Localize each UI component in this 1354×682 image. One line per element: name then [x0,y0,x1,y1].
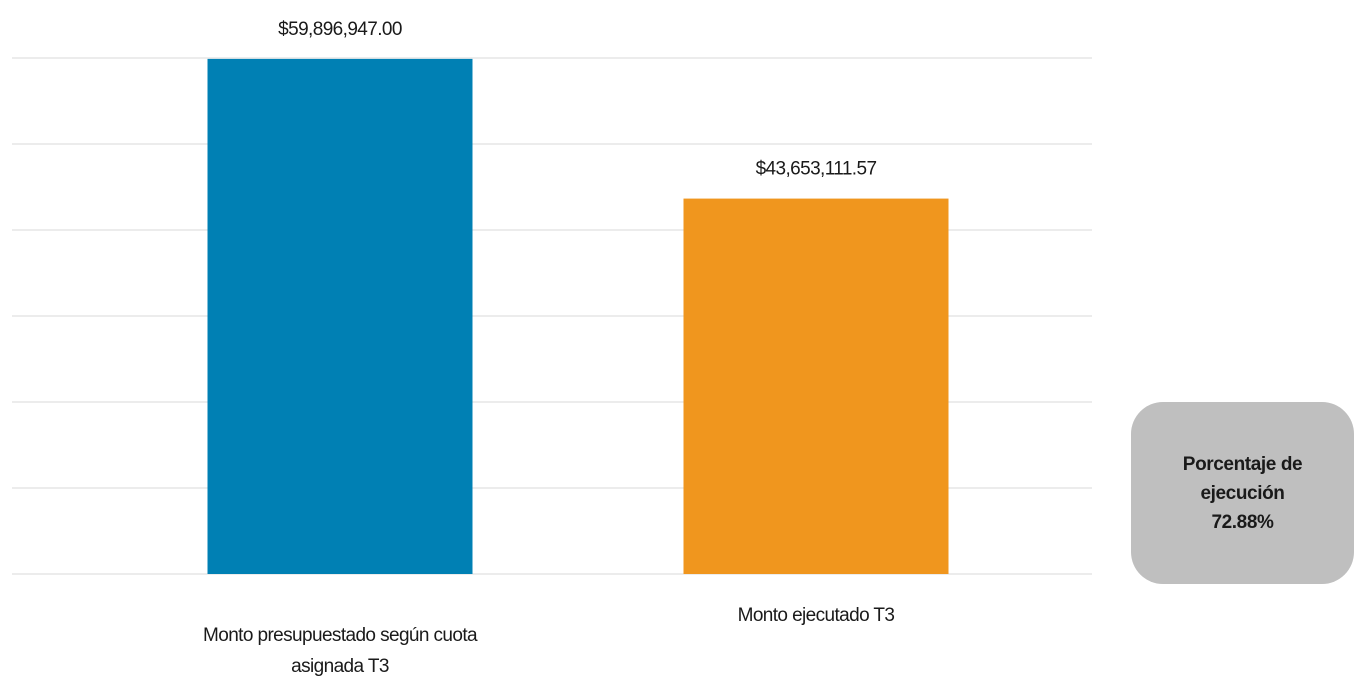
bar [683,198,949,574]
x-tick-label: Monto ejecutado T3 [737,605,895,626]
annotation-value: 72.88% [1211,511,1274,533]
annotation-text: Porcentaje de ejecución [1182,453,1303,504]
x-tick-label: Monto presupuestado según cuota asignada… [203,625,478,677]
annotation-box: Porcentaje de ejecución 72.88% [1131,402,1354,584]
value-label: $59,896,947.00 [278,19,402,40]
value-label: $43,653,111.57 [756,159,877,180]
bar [207,58,473,575]
